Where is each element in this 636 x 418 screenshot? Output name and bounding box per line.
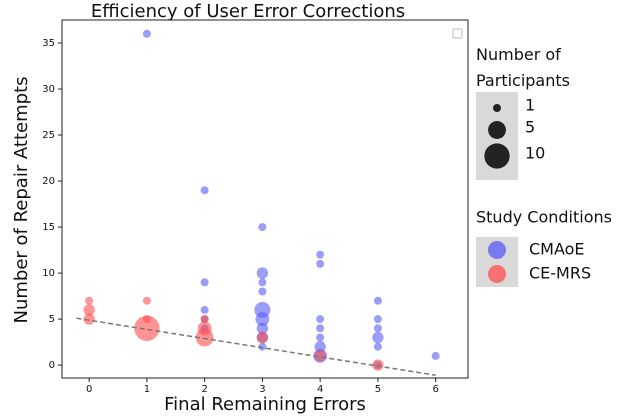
bubble <box>316 259 325 268</box>
bubble <box>142 296 151 305</box>
y-tick-label: 35 <box>42 38 55 49</box>
size-legend-label: 10 <box>525 144 545 163</box>
y-tick-label: 10 <box>42 268 55 279</box>
size-legend-marker <box>484 143 510 169</box>
bubble <box>200 186 209 195</box>
trend-line <box>76 317 436 376</box>
bubble <box>258 287 267 296</box>
bubble <box>373 324 382 333</box>
legend-label: CMAoE <box>529 240 585 259</box>
plot-frame <box>61 19 469 379</box>
bubble <box>85 296 94 305</box>
x-tick-label: 4 <box>317 384 323 395</box>
x-tick-label: 1 <box>144 384 150 395</box>
x-tick-label: 2 <box>201 384 207 395</box>
bubble <box>314 350 326 362</box>
bubble <box>200 278 209 287</box>
y-tick-label: 30 <box>42 84 55 95</box>
bubble <box>258 223 267 232</box>
bubble <box>373 315 382 324</box>
bubble <box>256 267 269 279</box>
bubble <box>372 331 384 344</box>
bubble <box>256 322 269 334</box>
size-legend-label: 1 <box>525 96 535 115</box>
x-tick-label: 0 <box>86 384 92 395</box>
x-tick-label: 3 <box>259 384 265 395</box>
y-tick-label: 15 <box>42 222 55 233</box>
bubble <box>83 313 95 325</box>
y-tick-label: 20 <box>42 176 55 187</box>
bubble <box>200 315 209 324</box>
bubble <box>255 312 270 327</box>
bubble <box>142 29 151 38</box>
bubble <box>316 315 325 324</box>
x-axis-label: Final Remaining Errors <box>164 394 366 415</box>
chart-title: Efficiency of User Error Corrections <box>91 1 405 22</box>
bubble <box>316 333 325 342</box>
bubble <box>83 304 95 316</box>
size-legend-label: 5 <box>525 118 535 137</box>
size-legend-marker <box>488 121 506 139</box>
size-legend-title-box: Number of Participants <box>476 45 570 90</box>
bubble <box>195 328 214 347</box>
bubble <box>316 250 325 259</box>
empty-legend <box>452 28 463 39</box>
bubble <box>258 278 267 287</box>
y-axis-label: Number of Repair Attempts <box>11 76 32 323</box>
y-tick-label: 5 <box>49 314 55 325</box>
x-tick-label: 5 <box>375 384 381 395</box>
bubble <box>373 342 382 351</box>
bubble <box>258 342 267 351</box>
size-legend-title: Number of Participants <box>476 45 570 90</box>
legend-title: Study Conditions <box>476 208 612 227</box>
legend-marker <box>488 265 506 283</box>
legend-label: CE-MRS <box>529 264 591 283</box>
y-tick-label: 0 <box>49 360 55 371</box>
legend-marker <box>488 241 506 259</box>
bubble <box>314 341 326 353</box>
x-tick-label: 6 <box>432 384 438 395</box>
bubble <box>134 315 160 341</box>
bubble <box>372 359 384 371</box>
bubble <box>200 305 209 314</box>
size-legend-marker <box>493 104 501 112</box>
bubble <box>373 296 382 305</box>
y-tick-label: 25 <box>42 130 55 141</box>
bubble <box>431 351 440 360</box>
bubble <box>256 331 269 344</box>
bubble <box>316 324 325 333</box>
